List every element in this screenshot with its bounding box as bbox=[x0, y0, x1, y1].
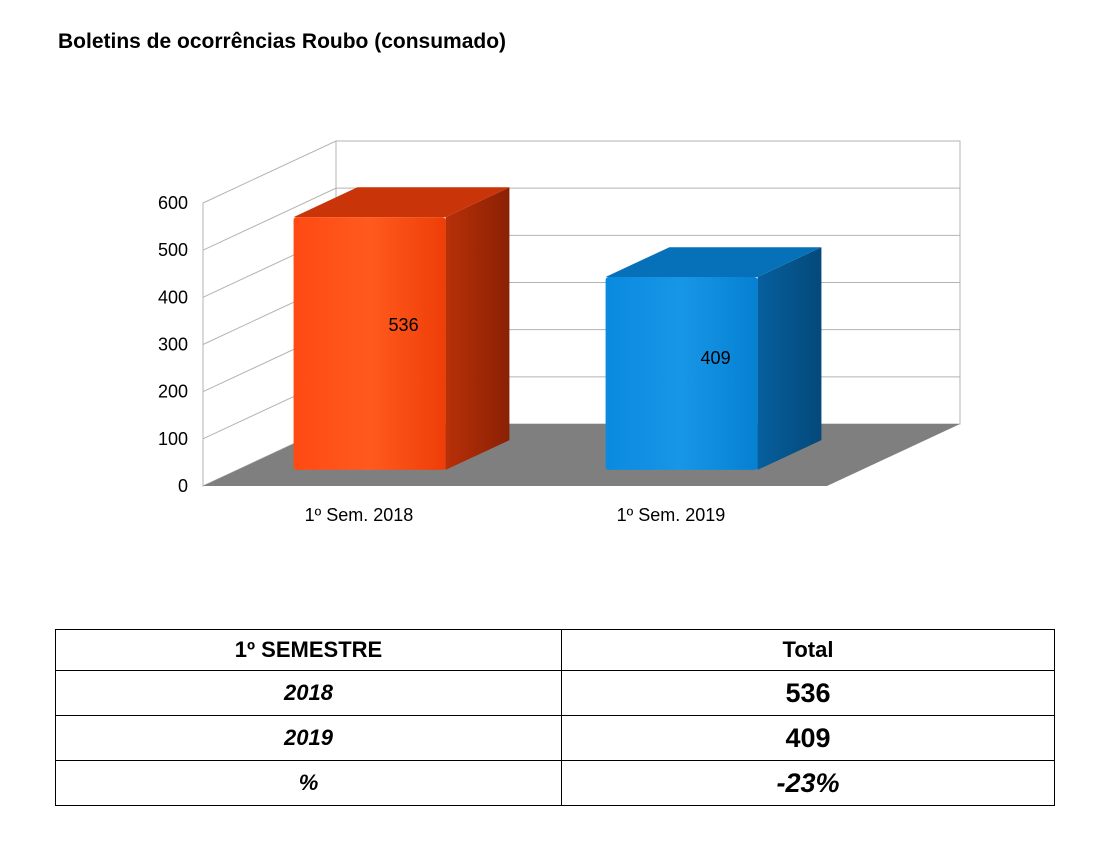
table-header-row: 1º SEMESTRE Total bbox=[55, 629, 1055, 671]
table-row: % -23% bbox=[55, 760, 1055, 806]
row-label: 2019 bbox=[55, 715, 562, 761]
bar-top bbox=[293, 187, 510, 218]
y-tick-label: 0 bbox=[178, 476, 188, 496]
table-row: 2018 536 bbox=[55, 670, 1055, 716]
bar-chart: 536 409 0 100 200 300 400 500 600 1º Sem. 2018 1… bbox=[158, 140, 961, 525]
y-tick-label: 400 bbox=[158, 287, 188, 307]
table-row: 2019 409 bbox=[55, 715, 1055, 761]
y-tick-label: 100 bbox=[158, 429, 188, 449]
header-total: Total bbox=[561, 629, 1055, 671]
bar-data-label: 409 bbox=[701, 348, 731, 368]
chart-title: Boletins de ocorrências Roubo (consumado… bbox=[58, 30, 507, 53]
row-value: 536 bbox=[561, 670, 1055, 716]
row-value-percent: -23% bbox=[561, 760, 1055, 806]
bar-top bbox=[605, 247, 822, 277]
bar-0: 536 bbox=[293, 187, 510, 470]
bar-data-label: 536 bbox=[389, 315, 419, 335]
bar-1: 409 bbox=[605, 247, 822, 470]
bar-front bbox=[293, 217, 446, 470]
row-label: 2018 bbox=[55, 670, 562, 716]
row-value: 409 bbox=[561, 715, 1055, 761]
y-tick-label: 600 bbox=[158, 193, 188, 213]
bar-front bbox=[605, 276, 758, 470]
header-semestre: 1º SEMESTRE bbox=[55, 629, 562, 671]
row-label: % bbox=[55, 760, 562, 806]
summary-table: 1º SEMESTRE Total 2018 536 2019 409 % -2… bbox=[55, 629, 1055, 806]
x-tick-label: 1º Sem. 2018 bbox=[305, 505, 414, 525]
gridline bbox=[202, 187, 960, 251]
bar-side bbox=[445, 187, 510, 470]
y-tick-label: 200 bbox=[158, 382, 188, 402]
x-tick-label: 1º Sem. 2019 bbox=[617, 505, 726, 525]
y-tick-label: 300 bbox=[158, 335, 188, 355]
y-tick-label: 500 bbox=[158, 240, 188, 260]
bar-side bbox=[757, 247, 822, 470]
